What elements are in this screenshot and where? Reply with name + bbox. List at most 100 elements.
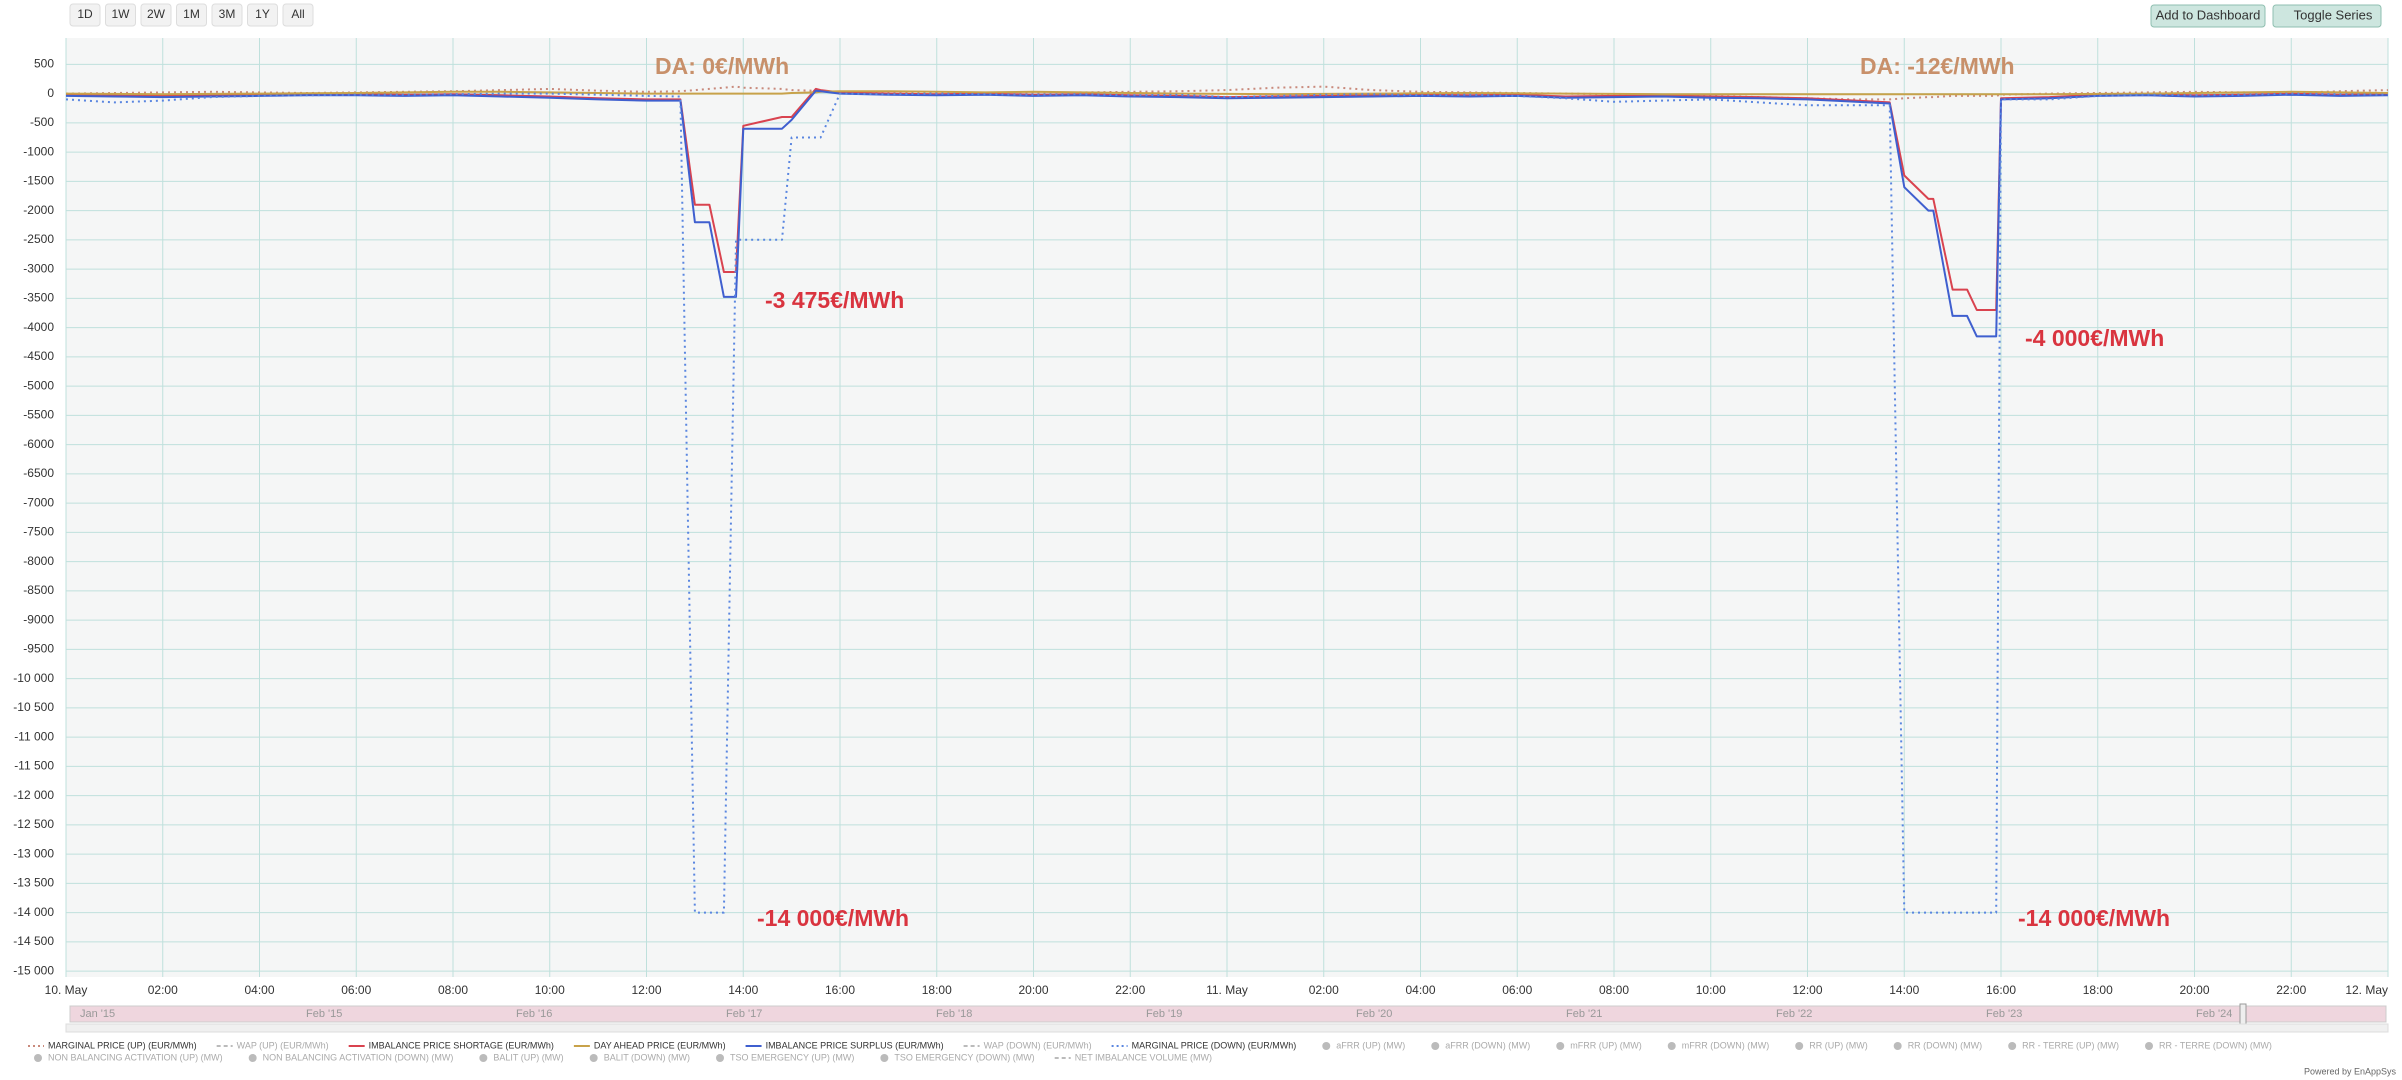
x-tick-label: 11. May [1206,983,1248,997]
legend-label: NON BALANCING ACTIVATION (UP) (MW) [48,1052,223,1062]
range-button[interactable] [69,3,101,27]
legend-icon [880,1054,889,1062]
legend-item[interactable]: BALIT (UP) (MW) [479,1052,564,1062]
range-button[interactable] [176,3,207,27]
annotation: DA: 0€/MWh [655,53,789,79]
navigator-label: Jan '15 [80,1008,115,1020]
legend-item[interactable]: NET IMBALANCE VOLUME (MW) [1054,1052,1212,1062]
series-line [65,90,2389,96]
range-button-label: 1Y [255,7,270,21]
legend-item[interactable]: BALIT (DOWN) (MW) [589,1052,690,1062]
x-tick-label: 18:00 [2083,983,2113,997]
x-tick-label: 12:00 [631,983,661,997]
y-tick-label: -10 000 [13,671,54,685]
y-tick-label: -14 000 [13,905,54,919]
range-button[interactable] [140,3,172,27]
series-line [65,89,2389,338]
y-tick-label: -13 000 [13,846,54,860]
legend-item[interactable]: IMBALANCE PRICE SURPLUS (EUR/MWh) [745,1040,944,1050]
navigator-label: Feb '19 [1146,1008,1182,1020]
legend-item[interactable]: aFRR (UP) (MW) [1322,1040,1405,1050]
legend-label: BALIT (DOWN) (MW) [604,1052,690,1062]
navigator-label: Feb '16 [516,1008,552,1020]
y-tick-label: -14 500 [13,934,54,948]
series-line [65,85,2389,101]
range-button[interactable] [247,3,278,27]
annotation: -4 000€/MWh [2025,325,2164,351]
credit: Powered by EnAppSys [2304,1066,2397,1076]
y-tick-label: -3000 [23,261,54,275]
navigator [69,1005,2387,1023]
range-button-label: 1M [183,7,200,21]
navigator-label: Feb '17 [726,1008,762,1020]
x-tick-label: 20:00 [2179,983,2209,997]
legend-icon [1795,1042,1804,1050]
legend-item[interactable]: DAY AHEAD PRICE (EUR/MWh) [573,1040,726,1050]
legend-label: IMBALANCE PRICE SURPLUS (EUR/MWh) [766,1040,944,1050]
x-tick-label: 22:00 [1115,983,1145,997]
legend-icon [589,1054,598,1062]
legend-label: TSO EMERGENCY (UP) (MW) [730,1052,854,1062]
range-button[interactable] [211,3,243,27]
legend-item[interactable]: NON BALANCING ACTIVATION (UP) (MW) [34,1052,223,1062]
navigator-handle[interactable] [2239,1003,2247,1025]
y-tick-label: -8500 [23,583,54,597]
range-button-label: 2W [147,7,166,21]
y-tick-label: -12 000 [13,788,54,802]
legend-item[interactable]: NON BALANCING ACTIVATION (DOWN) (MW) [248,1052,454,1062]
action-button[interactable] [2272,4,2382,28]
action-button[interactable] [2150,4,2266,28]
legend-item[interactable]: TSO EMERGENCY (DOWN) (MW) [880,1052,1035,1062]
legend-item[interactable]: RR - TERRE (UP) (MW) [2008,1040,2119,1050]
range-button[interactable] [282,3,314,27]
x-tick-label: 16:00 [825,983,855,997]
legend-label: RR (UP) (MW) [1809,1040,1867,1050]
x-tick-label: 02:00 [148,983,178,997]
legend-item[interactable]: aFRR (DOWN) (MW) [1431,1040,1530,1050]
y-tick-label: -15 000 [13,963,54,977]
y-tick-label: -11 500 [14,759,54,773]
legend-label: aFRR (UP) (MW) [1336,1040,1405,1050]
legend-icon [1893,1042,1902,1050]
legend-item[interactable]: MARGINAL PRICE (UP) (EUR/MWh) [28,1040,197,1050]
legend-item[interactable]: RR - TERRE (DOWN) (MW) [2145,1040,2272,1050]
series-line [65,87,2389,311]
legend-item[interactable]: WAP (DOWN) (EUR/MWh) [963,1040,1092,1050]
legend-icon [248,1054,257,1062]
x-tick-label: 02:00 [1309,983,1339,997]
legend-label: BALIT (UP) (MW) [493,1052,563,1062]
x-tick-label: 04:00 [1405,983,1435,997]
y-tick-label: -9000 [23,612,54,626]
legend-item[interactable]: MARGINAL PRICE (DOWN) (EUR/MWh) [1111,1040,1297,1050]
y-tick-label: -4500 [23,349,54,363]
x-tick-label: 20:00 [1018,983,1048,997]
navigator-label: Feb '18 [936,1008,972,1020]
y-tick-label: -2500 [23,232,54,246]
legend-item[interactable]: TSO EMERGENCY (UP) (MW) [716,1052,854,1062]
legend-item[interactable]: mFRR (DOWN) (MW) [1667,1040,1769,1050]
legend-item[interactable]: IMBALANCE PRICE SHORTAGE (EUR/MWh) [348,1040,554,1050]
y-tick-label: -12 500 [13,817,54,831]
legend-label: MARGINAL PRICE (DOWN) (EUR/MWh) [1132,1040,1297,1050]
y-tick-label: -10 500 [13,700,54,714]
y-tick-label: -1000 [23,144,54,158]
y-tick-label: -5500 [23,408,54,422]
legend-label: RR (DOWN) (MW) [1908,1040,1982,1050]
legend-item[interactable]: RR (UP) (MW) [1795,1040,1868,1050]
y-tick-label: -7000 [23,495,54,509]
legend-item[interactable]: WAP (UP) (EUR/MWh) [216,1040,329,1050]
legend-item[interactable]: mFRR (UP) (MW) [1556,1040,1642,1050]
annotation: -14 000€/MWh [2018,905,2170,931]
legend-label: NET IMBALANCE VOLUME (MW) [1075,1052,1212,1062]
x-tick-label: 12. May [2345,983,2388,997]
range-button[interactable] [105,3,136,27]
annotation: -3 475€/MWh [765,287,904,313]
y-tick-label: -8000 [23,554,54,568]
navigator-label: Feb '23 [1986,1008,2022,1020]
legend-label: IMBALANCE PRICE SHORTAGE (EUR/MWh) [369,1040,554,1050]
legend-item[interactable]: RR (DOWN) (MW) [1893,1040,1982,1050]
x-tick-label: 22:00 [2276,983,2306,997]
x-tick-label: 18:00 [922,983,952,997]
x-tick-label: 04:00 [244,983,274,997]
